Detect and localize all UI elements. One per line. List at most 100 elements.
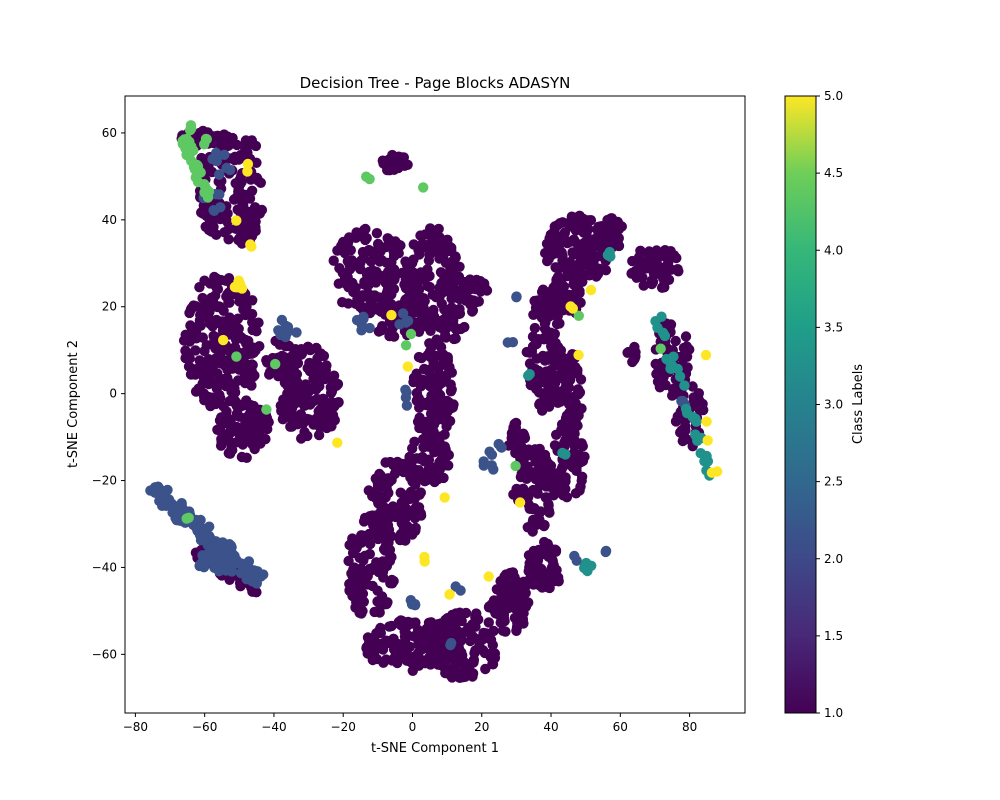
scatter-point-class-2: [275, 329, 286, 341]
scatter-point-class-1: [568, 279, 579, 290]
scatter-point-class-1: [203, 224, 215, 236]
y-tick-label: −20: [92, 474, 117, 488]
scatter-point-class-1: [214, 389, 225, 401]
scatter-point-class-1: [247, 317, 258, 328]
scatter-point-class-1: [313, 429, 325, 441]
scatter-point-class-1: [572, 259, 583, 271]
chart-title: Decision Tree - Page Blocks ADASYN: [300, 74, 571, 92]
scatter-point-class-2: [291, 327, 302, 338]
scatter-point-class-1: [560, 434, 571, 445]
scatter-point-class-1: [378, 501, 389, 512]
scatter-point-class-1: [418, 293, 429, 304]
scatter-point-class-1: [381, 598, 392, 610]
scatter-point-class-1: [248, 347, 259, 358]
scatter-point-class-1: [234, 364, 245, 375]
scatter-point-class-1: [341, 275, 352, 286]
scatter-point-class-1: [553, 342, 564, 353]
scatter-point-class-1: [214, 415, 226, 426]
scatter-point-class-1: [539, 323, 551, 334]
scatter-point-class-1: [523, 492, 534, 503]
scatter-point-class-1: [413, 245, 424, 256]
scatter-point-class-1: [477, 645, 489, 656]
scatter-point-class-1: [452, 669, 464, 680]
scatter-point-class-1: [680, 331, 692, 342]
scatter-point-class-4: [192, 165, 204, 176]
scatter-point-class-1: [616, 221, 627, 232]
scatter-point-class-1: [412, 629, 423, 641]
scatter-point-class-1: [204, 318, 216, 329]
scatter-point-class-1: [428, 406, 440, 418]
scatter-point-class-1: [355, 301, 366, 313]
scatter-point-class-5: [218, 334, 229, 346]
scatter-point-class-1: [430, 337, 441, 348]
scatter-point-class-3: [523, 370, 534, 381]
scatter-point-class-1: [569, 438, 580, 450]
scatter-point-class-1: [497, 595, 508, 606]
colorbar-tick-label: 2.5: [824, 475, 843, 489]
scatter-point-class-2: [455, 585, 466, 596]
scatter-point-class-1: [241, 452, 252, 463]
scatter-point-class-2: [600, 545, 612, 557]
scatter-point-class-1: [550, 230, 562, 241]
y-tick-label: −40: [92, 560, 117, 574]
scatter-point-class-2: [221, 162, 232, 174]
scatter-point-class-1: [282, 388, 293, 399]
colorbar-tick-label: 4.0: [824, 243, 843, 257]
scatter-point-class-1: [295, 412, 306, 424]
scatter-point-class-1: [234, 401, 245, 413]
scatter-point-class-1: [670, 335, 681, 347]
scatter-point-class-4: [261, 404, 272, 415]
scatter-point-class-1: [223, 379, 235, 390]
scatter-point-class-2: [356, 325, 367, 336]
scatter-point-class-1: [218, 129, 230, 140]
scatter-point-class-1: [352, 579, 363, 590]
scatter-point-class-1: [224, 574, 235, 585]
scatter-point-class-1: [693, 388, 704, 399]
scatter-point-class-1: [287, 365, 299, 376]
scatter-point-class-1: [185, 369, 197, 380]
scatter-point-class-5: [483, 571, 494, 582]
scatter-point-class-1: [356, 255, 367, 266]
scatter-point-class-1: [678, 342, 690, 354]
scatter-point-class-1: [508, 594, 519, 605]
scatter-point-class-1: [671, 252, 682, 264]
scatter-point-class-2: [226, 566, 237, 577]
scatter-point-class-1: [223, 273, 235, 284]
scatter-point-class-5: [242, 158, 254, 170]
scatter-point-class-1: [551, 370, 562, 382]
scatter-point-class-1: [375, 514, 386, 525]
x-axis-ticks: −80 −60 −40 −20 0 20 40 60 80: [123, 713, 697, 734]
scatter-point-class-1: [540, 247, 551, 259]
scatter-point-class-4: [183, 150, 195, 161]
scatter-point-class-1: [394, 534, 406, 546]
scatter-point-class-1: [371, 228, 383, 239]
scatter-point-class-5: [565, 301, 576, 312]
scatter-point-class-1: [574, 214, 585, 225]
scatter-point-class-1: [528, 309, 539, 320]
scatter-point-class-1: [250, 430, 262, 441]
scatter-point-class-1: [234, 331, 245, 342]
scatter-point-class-1: [405, 453, 416, 465]
scatter-point-class-1: [358, 516, 370, 527]
scatter-point-class-1: [184, 307, 195, 319]
scatter-point-class-1: [456, 285, 467, 296]
scatter-point-class-3: [663, 354, 675, 365]
scatter-point-class-1: [382, 555, 394, 566]
scatter-point-class-1: [467, 631, 478, 642]
scatter-point-class-1: [197, 363, 208, 375]
scatter-point-class-1: [299, 426, 310, 438]
scatter-point-class-1: [415, 658, 426, 669]
scatter-point-class-1: [246, 369, 258, 380]
scatter-point-class-1: [635, 245, 646, 256]
scatter-point-class-1: [255, 438, 266, 449]
scatter-point-class-1: [541, 366, 552, 377]
scatter-point-class-2: [397, 308, 409, 319]
scatter-point-class-5: [402, 361, 413, 372]
scatter-point-class-1: [203, 391, 214, 403]
scatter-point-class-1: [536, 563, 547, 575]
scatter-point-class-1: [409, 436, 420, 447]
scatter-point-class-4: [185, 120, 197, 131]
x-tick-label: −20: [331, 720, 356, 734]
scatter-point-class-1: [648, 267, 659, 279]
scatter-point-class-4: [573, 310, 584, 321]
